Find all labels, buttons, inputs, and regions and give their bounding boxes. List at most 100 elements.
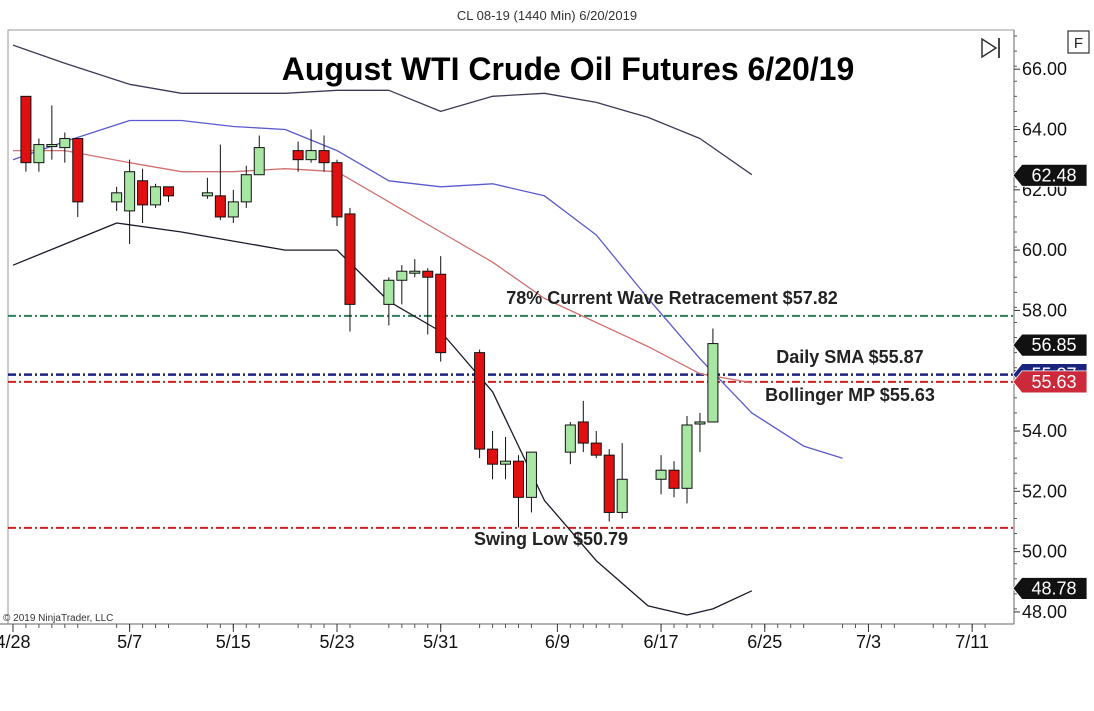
candle	[305, 129, 317, 163]
price-tag: 48.78	[1012, 577, 1088, 600]
candle-body	[422, 270, 434, 278]
y-tick-label: 48.00	[1022, 602, 1067, 622]
candle-body	[512, 460, 524, 498]
candle-body	[305, 150, 317, 161]
y-tick-label: 58.00	[1022, 300, 1067, 320]
candle-body	[616, 478, 628, 513]
candle-body	[694, 421, 706, 425]
candle	[163, 186, 175, 202]
x-tick-label: 6/9	[545, 632, 570, 652]
candle	[344, 207, 356, 332]
candle	[253, 135, 265, 176]
candle-body	[668, 469, 680, 489]
x-tick-label: 5/31	[423, 632, 458, 652]
candle	[124, 159, 136, 245]
time-axis: 4/28 5/7 5/15 5/23 5/31 6/9 6/17 6/25 7/3 7/11	[0, 624, 989, 652]
price-tag-shape	[1012, 370, 1088, 394]
x-tick-label: 6/17	[644, 632, 679, 652]
candle-body	[72, 138, 84, 203]
x-tick-label: 7/3	[856, 632, 881, 652]
float-button[interactable]: F	[1067, 30, 1090, 54]
price-tag-shape	[1012, 163, 1088, 187]
candle-body	[111, 192, 123, 203]
candlesticks	[20, 95, 719, 528]
y-tick-label: 66.00	[1022, 59, 1067, 79]
price-tag: 62.48	[1012, 163, 1088, 187]
candle-body	[603, 454, 615, 513]
candle	[655, 455, 667, 495]
candle	[383, 277, 395, 326]
bollinger-mp-label: Bollinger MP $55.63	[765, 385, 935, 405]
y-tick-label: 64.00	[1022, 120, 1067, 140]
price-tag-shape	[1012, 577, 1088, 600]
candle	[227, 189, 239, 223]
candle	[20, 95, 32, 172]
candle	[525, 451, 537, 513]
price-tag-label: 56.85	[1031, 335, 1076, 355]
candle-body	[435, 273, 447, 354]
candle-body	[331, 162, 343, 218]
candle	[150, 183, 162, 208]
candle-body	[525, 451, 537, 498]
skip-to-end-icon[interactable]	[981, 37, 1000, 59]
x-tick-label: 5/7	[117, 632, 142, 652]
candle	[616, 443, 628, 519]
retracement-label: 78% Current Wave Retracement $57.82	[506, 288, 838, 308]
price-tag-label: 48.78	[1031, 578, 1076, 598]
candle	[474, 349, 486, 459]
candle-body	[20, 95, 32, 164]
candle-body	[240, 174, 252, 203]
price-tag-shape	[1012, 333, 1088, 357]
candle-body	[46, 144, 58, 148]
candle-body	[227, 201, 239, 218]
candle-body	[707, 343, 719, 423]
candle	[59, 132, 71, 163]
price-tag: 55.63	[1012, 370, 1088, 394]
candle-body	[590, 442, 602, 456]
chart-title: August WTI Crude Oil Futures 6/20/19	[282, 51, 855, 87]
candle	[214, 144, 226, 220]
candle-body	[500, 460, 512, 465]
candle	[500, 437, 512, 480]
candle	[603, 449, 615, 522]
candle	[201, 177, 213, 199]
candle	[681, 415, 693, 504]
candle-body	[214, 195, 226, 218]
candle	[409, 259, 421, 278]
candle	[707, 328, 719, 423]
band-upper	[12, 44, 753, 176]
candle	[111, 186, 123, 211]
candle	[292, 141, 304, 172]
candle-body	[292, 150, 304, 161]
candle-body	[564, 424, 576, 453]
candle	[46, 105, 58, 160]
candle	[435, 256, 447, 362]
price-tag: 56.85	[1012, 333, 1088, 357]
candle	[512, 455, 524, 528]
candle-body	[150, 186, 162, 206]
candle	[331, 159, 343, 226]
y-tick-label: 54.00	[1022, 421, 1067, 441]
candle	[668, 461, 680, 498]
y-tick-label: 60.00	[1022, 240, 1067, 260]
price-tag-label: 62.48	[1031, 165, 1076, 185]
instrument-label: CL 08-19 (1440 Min) 6/20/2019	[457, 8, 637, 23]
candle	[564, 421, 576, 465]
candle-body	[318, 150, 330, 164]
candle-body	[396, 270, 408, 281]
candle-body	[681, 424, 693, 489]
candle-body	[474, 352, 486, 450]
x-tick-label: 5/23	[319, 632, 354, 652]
candle	[396, 265, 408, 305]
candle-body	[577, 421, 589, 444]
candle-body	[137, 180, 149, 206]
candle	[318, 135, 330, 172]
candle-body	[253, 147, 265, 176]
candle-body	[344, 213, 356, 305]
y-tick-label: 52.00	[1022, 481, 1067, 501]
candle	[590, 431, 602, 459]
x-tick-label: 7/11	[955, 632, 989, 652]
candle	[72, 138, 84, 217]
